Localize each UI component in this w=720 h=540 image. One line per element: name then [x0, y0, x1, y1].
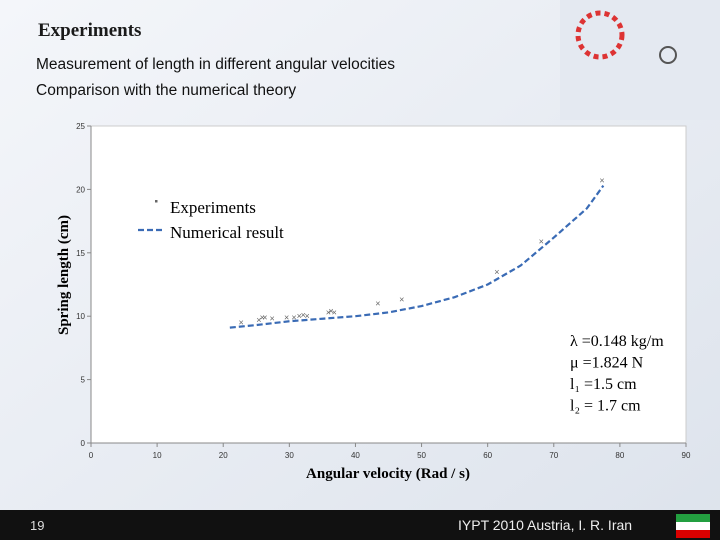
data-point: ×	[262, 312, 267, 322]
annotation: λ =0.148 kg/m	[570, 333, 664, 350]
flag	[676, 514, 710, 538]
x-tick-label: 10	[153, 451, 162, 460]
data-point: ×	[494, 267, 499, 277]
annotation: l₁ =1.5 cm	[570, 376, 637, 393]
subtitle: Comparison with the numerical theory	[36, 82, 296, 99]
line-series	[229, 184, 605, 329]
data-point: ×	[539, 236, 544, 246]
y-tick-label: 15	[76, 249, 85, 258]
chart: 0 5 10 15 20 25 0 10 20 30 40 50 60 70 80 90 Angular vel…	[56, 122, 691, 482]
y-tick-label: 0	[81, 439, 86, 448]
data-point: ×	[297, 311, 302, 321]
footer-text: IYPT 2010 Austria, I. R. Iran	[458, 517, 632, 533]
y-tick-label: 5	[81, 376, 86, 385]
data-point: ×	[238, 318, 243, 328]
legend-marker	[155, 200, 158, 203]
y-tick-label: 25	[76, 122, 85, 131]
x-tick-label: 40	[351, 451, 360, 460]
data-point: ×	[599, 176, 604, 186]
legend-label: Experiments	[170, 198, 256, 217]
data-point: ×	[399, 295, 404, 305]
data-point: ×	[284, 312, 289, 322]
footer-bar	[0, 510, 720, 540]
logo-area	[560, 0, 720, 120]
data-point: ×	[332, 307, 337, 317]
data-point: ×	[291, 312, 296, 322]
data-point: ×	[260, 312, 265, 322]
x-tick-label: 20	[219, 451, 228, 460]
x-axis-label: Angular velocity (Rad / s)	[306, 466, 470, 482]
y-tick-label: 20	[76, 185, 85, 194]
x-tick-label: 30	[285, 451, 294, 460]
logo	[575, 10, 677, 64]
data-point: ×	[326, 307, 331, 317]
x-tick-label: 50	[417, 451, 426, 460]
data-point: ×	[305, 311, 310, 321]
data-point: ×	[328, 306, 333, 316]
plot-area	[90, 125, 687, 444]
y-axis-label: Spring length (cm)	[56, 215, 72, 335]
x-tick-label: 70	[549, 451, 558, 460]
data-point: ×	[256, 315, 261, 325]
annotation: l₂ = 1.7 cm	[570, 398, 641, 415]
page-number: 19	[30, 518, 44, 533]
slide-title: Experiments	[38, 20, 141, 41]
data-point: ×	[270, 314, 275, 324]
annotation: μ =1.824 N	[570, 355, 644, 372]
x-tick-label: 60	[483, 451, 492, 460]
y-tick-label: 10	[76, 312, 85, 321]
subtitle: Measurement of length in different angul…	[36, 56, 395, 73]
data-point: ×	[301, 310, 306, 320]
x-tick-label: 0	[89, 451, 94, 460]
legend-label: Numerical result	[170, 223, 284, 242]
data-point: ×	[375, 299, 380, 309]
x-tick-label: 90	[682, 451, 691, 460]
x-tick-label: 80	[615, 451, 624, 460]
